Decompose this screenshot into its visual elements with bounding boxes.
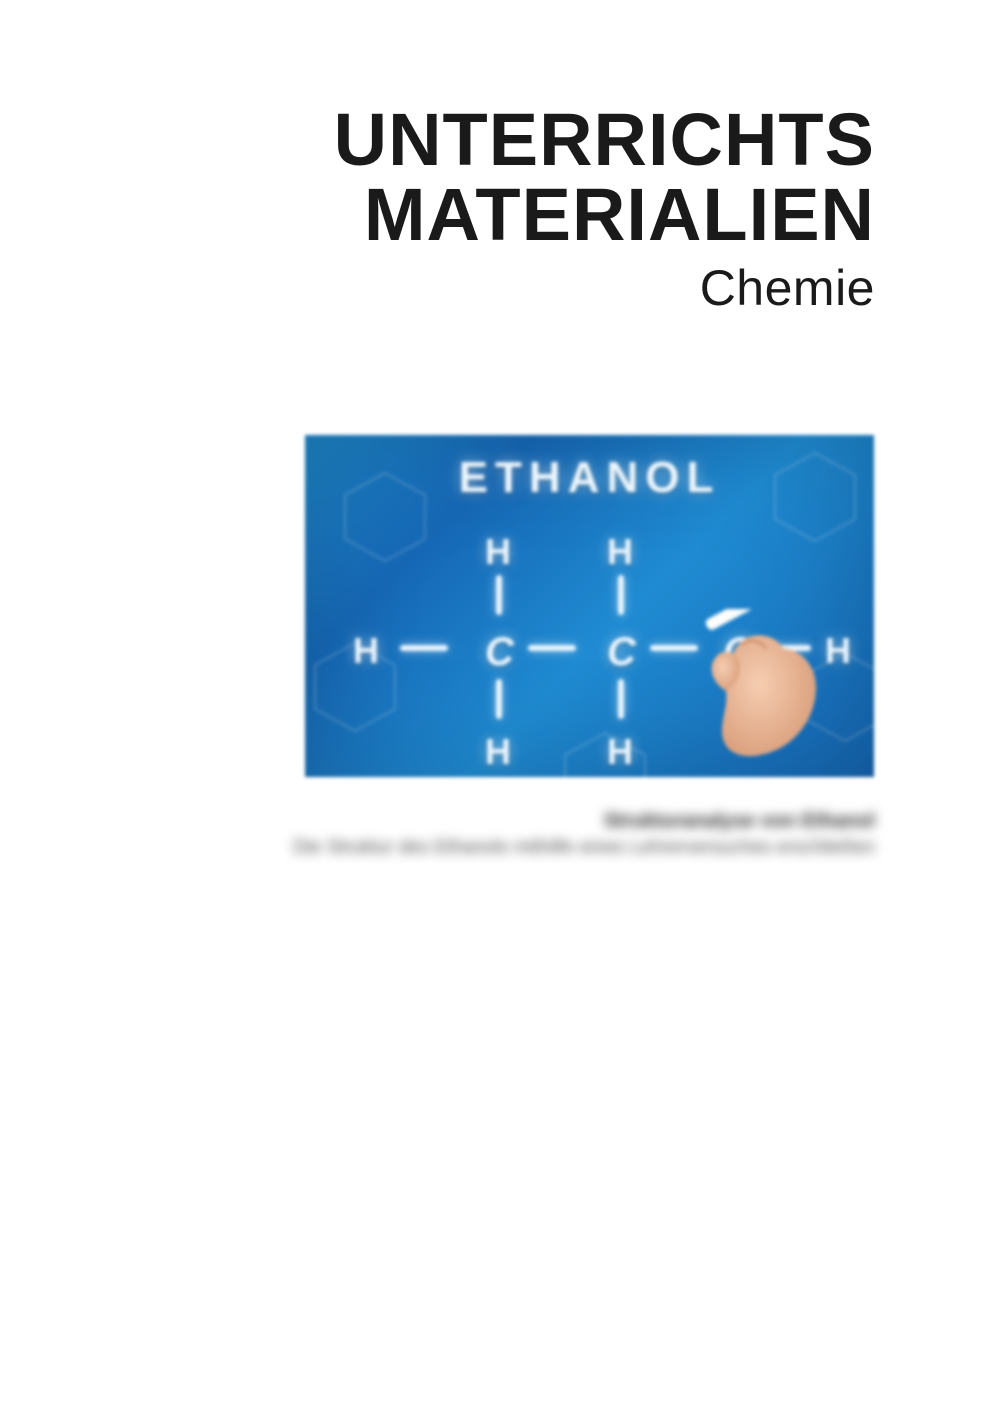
title-line-1: UNTERRICHTS bbox=[0, 102, 875, 177]
caption-block: Strukturanalyse von Ethanol Die Struktur… bbox=[120, 810, 875, 859]
document-page: UNTERRICHTS MATERIALIEN Chemie ETHANOL H… bbox=[0, 0, 1000, 1417]
bond-h-0 bbox=[400, 645, 448, 651]
atom-h-c1-top: H bbox=[485, 531, 511, 573]
atom-h-left: H bbox=[353, 630, 379, 672]
bond-v-2 bbox=[618, 575, 624, 615]
bond-v-1 bbox=[496, 679, 502, 719]
title-line-2: MATERIALIEN bbox=[0, 177, 875, 252]
atom-h-c1-bot: H bbox=[485, 731, 511, 773]
atom-c1: C bbox=[485, 630, 514, 675]
bond-h-1 bbox=[528, 645, 576, 651]
atom-h-c2-bot: H bbox=[607, 731, 633, 773]
bond-v-3 bbox=[618, 679, 624, 719]
ethanol-figure: ETHANOL H C C O H H H H H bbox=[305, 435, 874, 777]
caption-title: Strukturanalyse von Ethanol bbox=[120, 810, 875, 833]
atom-c2: C bbox=[607, 630, 636, 675]
title-block: UNTERRICHTS MATERIALIEN Chemie bbox=[0, 102, 875, 317]
subject-subtitle: Chemie bbox=[0, 259, 875, 317]
atom-h-c2-top: H bbox=[607, 531, 633, 573]
hand-icon bbox=[682, 609, 832, 759]
bond-v-0 bbox=[496, 575, 502, 615]
caption-subtitle: Die Struktur des Ethanols mithilfe eines… bbox=[120, 837, 875, 859]
figure-label: ETHANOL bbox=[305, 453, 874, 503]
